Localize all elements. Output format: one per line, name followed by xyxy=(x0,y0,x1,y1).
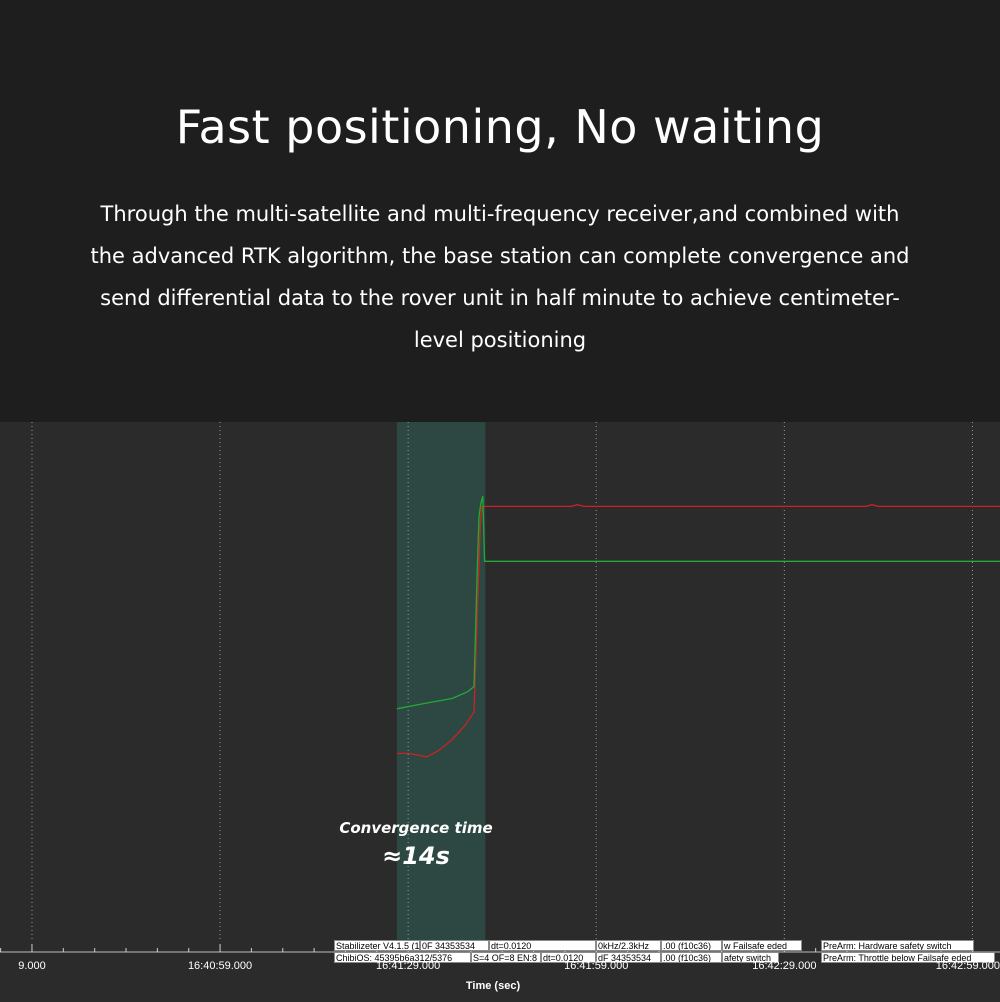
message-box: dt=0.0120 xyxy=(489,940,596,951)
message-box: dt=0.0120 xyxy=(541,952,596,963)
x-tick-label: 16:42:29.000 xyxy=(752,960,817,972)
convergence-label: Convergence time xyxy=(339,819,493,837)
convergence-value: ≈14s xyxy=(382,842,450,870)
message-box: 0kHz/2.3kHz xyxy=(596,940,661,951)
message-box: afety switch xyxy=(722,952,779,963)
x-tick-label: 16:42:59.000 xyxy=(935,960,1000,972)
x-tick-label: 16:41:29.000 xyxy=(376,960,441,972)
message-box: PreArm: Hardware safety switch xyxy=(821,940,974,951)
message-box: ChibiOS: 45395b6a312/5376 xyxy=(334,952,471,963)
convergence-chart xyxy=(0,422,1000,953)
convergence-band xyxy=(396,422,486,942)
series-line xyxy=(396,496,1000,710)
message-box: dF 34353534 xyxy=(596,952,661,963)
page-description: Through the multi-satellite and multi-fr… xyxy=(90,202,910,352)
message-box: 0F 34353534 xyxy=(420,940,489,951)
message-box: PreArm: Throttle below Failsafe eded xyxy=(821,952,995,963)
x-tick-label: 9.000 xyxy=(18,960,46,972)
page-title: Fast positioning, No waiting xyxy=(175,100,825,154)
message-box: .00 (f10c36) xyxy=(661,952,722,963)
message-box: S=4 OF=8 EN:8 xyxy=(471,952,541,963)
message-box: Stabilizeter V4.1.5 (1002fd6e) xyxy=(334,940,420,951)
series-line xyxy=(396,504,1000,758)
x-tick-label: 16:40:59.000 xyxy=(187,960,253,972)
message-box: w Failsafe eded xyxy=(722,940,802,951)
x-axis-label: Time (sec) xyxy=(465,980,521,992)
message-box: .00 (f10c36) xyxy=(661,940,722,951)
x-tick-label: 16:41:59.000 xyxy=(564,960,629,972)
chart-panel: Convergence time ≈14s Stabilizeter V4.1.… xyxy=(0,422,1000,1002)
hero-section: Fast positioning, No waiting Through the… xyxy=(0,0,1000,422)
